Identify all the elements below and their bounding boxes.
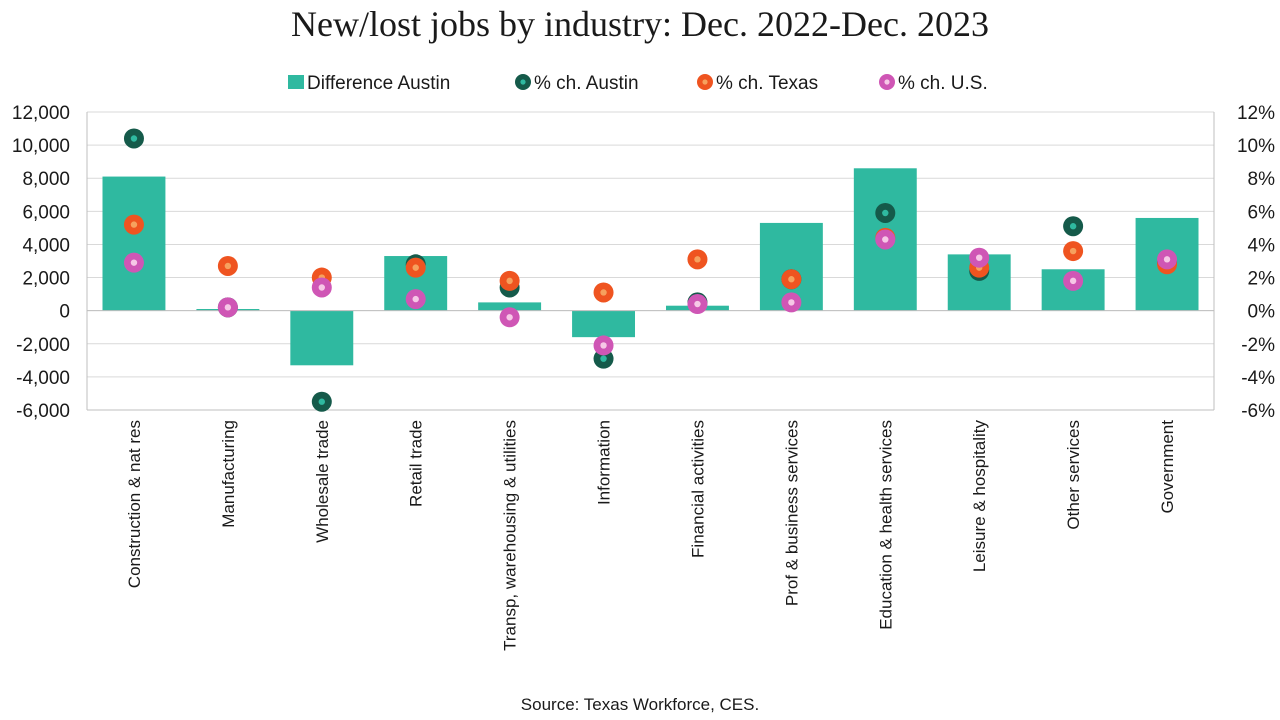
category-label-information: Information: [595, 420, 614, 505]
legend-label-texas: % ch. Texas: [716, 73, 818, 94]
category-label-manufacturing: Manufacturing: [219, 420, 238, 528]
category-label-retail-trade: Retail trade: [407, 420, 426, 507]
point-ch-austin-information-center: [600, 355, 607, 362]
bar-information: [572, 310, 636, 338]
category-label-financial-activities: Financial activities: [688, 420, 707, 558]
point-ch-u-s-leisure-hospitality-center: [976, 254, 983, 261]
right-tick-label: 4%: [1248, 235, 1276, 256]
bar-wholesale-trade: [290, 310, 354, 366]
bar-construction-nat-res: [102, 176, 166, 311]
legend: Difference Austin % ch. Austin % ch. Tex…: [288, 73, 988, 94]
point-ch-texas-information-center: [600, 289, 607, 296]
right-tick-label: 12%: [1237, 103, 1275, 124]
right-tick-label: 2%: [1248, 269, 1276, 290]
point-series: [123, 128, 1178, 412]
left-tick-label: 12,000: [12, 103, 70, 124]
point-ch-texas-financial-activities-center: [694, 256, 701, 263]
right-tick-label: -4%: [1241, 368, 1275, 389]
left-tick-label: -2,000: [16, 335, 70, 356]
right-tick-label: 6%: [1248, 202, 1276, 223]
category-label-education-health-services: Education & health services: [876, 420, 895, 630]
left-tick-label: -4,000: [16, 368, 70, 389]
point-ch-u-s-government-center: [1163, 256, 1171, 263]
legend-label-austin: % ch. Austin: [534, 73, 639, 94]
point-ch-u-s-wholesale-trade-center: [318, 284, 325, 291]
category-label-construction-nat-res: Construction & nat res: [125, 420, 144, 588]
legend-label-us: % ch. U.S.: [898, 73, 988, 94]
point-ch-u-s-transp-warehousing-utilities-center: [506, 314, 513, 321]
point-ch-texas-other-services-center: [1069, 247, 1077, 255]
legend-swatch-difference-austin: [288, 75, 304, 89]
category-label-other-services: Other services: [1064, 420, 1083, 530]
point-ch-u-s-retail-trade-center: [412, 295, 419, 303]
point-ch-austin-education-health-services-center: [882, 209, 889, 217]
right-tick-label: -6%: [1241, 401, 1275, 422]
point-ch-austin-other-services-center: [1069, 223, 1077, 230]
category-labels: Construction & nat res Manufacturing Whole…: [125, 420, 1177, 651]
chart-title: New/lost jobs by industry: Dec. 2022-Dec…: [291, 4, 989, 44]
axes: [86, 112, 1215, 411]
left-tick-label: 0: [59, 302, 70, 323]
left-tick-label: 6,000: [22, 202, 70, 223]
legend-label-difference-austin: Difference Austin: [307, 73, 450, 94]
point-ch-u-s-construction-nat-res-center: [130, 259, 138, 266]
category-label-wholesale-trade: Wholesale trade: [313, 420, 332, 543]
legend-marker-us-dot: [884, 79, 890, 85]
source-note: Source: Texas Workforce, CES.: [521, 695, 759, 714]
left-tick-label: -6,000: [16, 401, 70, 422]
gridlines: [87, 111, 1214, 411]
right-tick-label: 10%: [1237, 136, 1275, 157]
category-label-transp-warehousing-utilities: Transp, warehousing & utilities: [501, 420, 520, 651]
left-axis-ticks: 12,000 10,000 8,000 6,000 4,000 2,000 0 -2,000 -…: [12, 103, 70, 422]
category-label-leisure-hospitality: Leisure & hospitality: [970, 420, 989, 573]
right-axis-ticks: 12% 10% 8% 6% 4% 2% 0% -2% -4% -6%: [1237, 103, 1275, 422]
category-label-government: Government: [1158, 420, 1177, 514]
right-tick-label: 8%: [1248, 169, 1276, 190]
point-ch-texas-manufacturing-center: [224, 262, 232, 270]
point-ch-texas-transp-warehousing-utilities-center: [506, 277, 513, 285]
point-ch-texas-prof-business-services-center: [788, 276, 795, 283]
point-ch-austin-construction-nat-res-center: [130, 135, 138, 142]
point-ch-texas-retail-trade-center: [412, 264, 419, 271]
category-label-prof-business-services: Prof & business services: [782, 420, 801, 606]
right-tick-label: -2%: [1241, 335, 1275, 356]
left-tick-label: 4,000: [22, 235, 70, 256]
point-ch-u-s-manufacturing-center: [224, 304, 232, 311]
point-ch-u-s-education-health-services-center: [882, 236, 889, 243]
left-tick-label: 2,000: [22, 269, 70, 290]
point-ch-u-s-other-services-center: [1069, 277, 1077, 285]
point-ch-u-s-financial-activities-center: [694, 300, 701, 308]
left-tick-label: 8,000: [22, 169, 70, 190]
point-ch-texas-construction-nat-res-center: [130, 221, 138, 228]
bar-series: [102, 168, 1199, 366]
legend-marker-texas-dot: [702, 79, 708, 85]
point-ch-u-s-information-center: [600, 342, 607, 349]
left-tick-label: 10,000: [12, 136, 70, 157]
point-ch-u-s-prof-business-services-center: [788, 299, 795, 306]
right-tick-label: 0%: [1248, 302, 1276, 323]
point-ch-austin-wholesale-trade-center: [318, 398, 325, 405]
bar-transp-warehousing-utilities: [478, 302, 542, 311]
legend-marker-austin-dot: [520, 79, 526, 85]
